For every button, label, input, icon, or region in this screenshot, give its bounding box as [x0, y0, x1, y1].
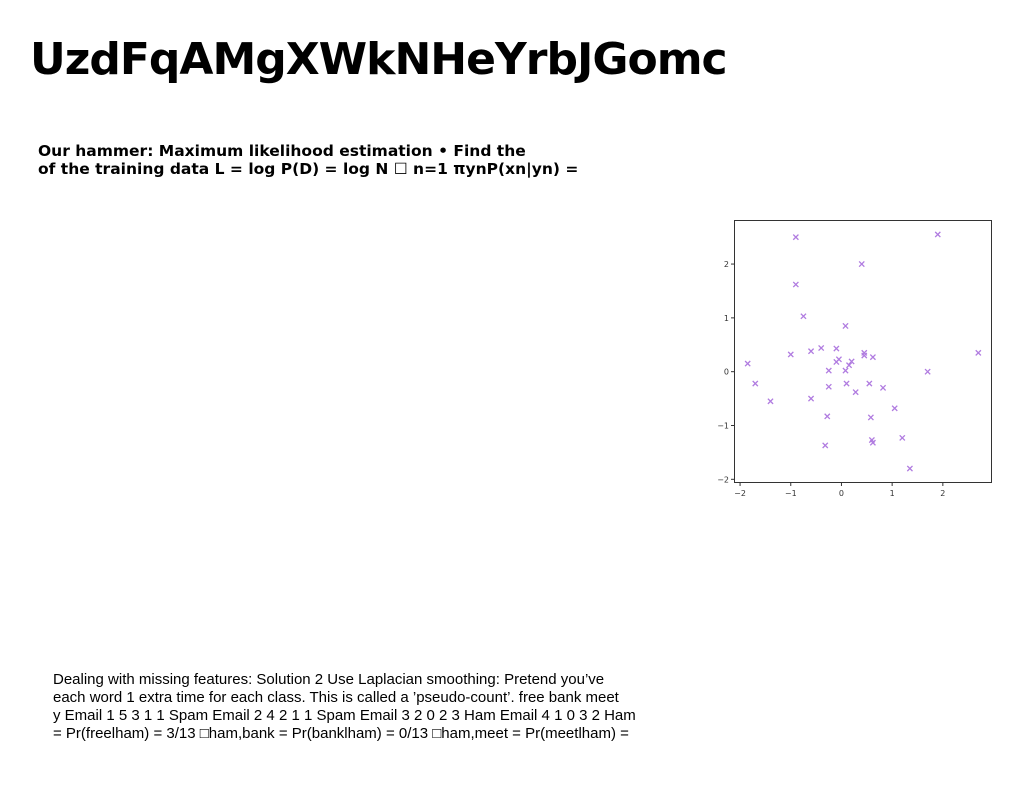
scatter-point — [861, 352, 868, 359]
scatter-plot-svg: −2 −1 0 1 2 −2 −1 0 1 2 — [717, 220, 992, 498]
scatter-point-stroke — [891, 405, 898, 412]
scatter-point — [807, 395, 815, 402]
scatter-point-stroke — [869, 439, 876, 446]
scatter-point — [858, 260, 865, 268]
scatter-point — [842, 367, 849, 374]
y-tick-label: −1 — [717, 421, 729, 430]
scatter-point — [906, 465, 913, 472]
scatter-point — [752, 380, 759, 387]
scatter-point — [899, 434, 906, 441]
bottom-paragraph-line-1: Dealing with missing features: Solution … — [53, 671, 605, 688]
scatter-point-stroke — [843, 380, 850, 387]
top-paragraph: Our hammer: Maximum likelihood estimatio… — [38, 142, 578, 178]
scatter-point — [792, 281, 799, 288]
scatter-point-stroke — [858, 260, 865, 268]
scatter-point — [807, 348, 815, 355]
scatter-point-stroke — [807, 395, 815, 402]
scatter-point-stroke — [792, 281, 799, 288]
scatter-point — [891, 405, 898, 412]
scatter-point-stroke — [869, 354, 876, 361]
x-tick-label: −2 — [734, 489, 746, 498]
scatter-point — [818, 344, 825, 352]
y-tick-label: −2 — [717, 475, 729, 484]
scatter-point — [934, 231, 941, 238]
y-tick-label: 2 — [724, 260, 729, 269]
bottom-paragraph-line-4: = Pr(freelham) = 3/13 □ham,bank = Pr(ban… — [53, 725, 629, 742]
scatter-point-stroke — [787, 351, 794, 358]
scatter-point — [822, 442, 829, 449]
scatter-point — [845, 362, 853, 369]
scatter-point — [867, 414, 874, 421]
bottom-paragraph: Dealing with missing features: Solution … — [53, 671, 636, 743]
scatter-point-stroke — [845, 362, 853, 369]
scatter-point-stroke — [861, 352, 868, 359]
x-tick-label: 0 — [839, 489, 844, 498]
scatter-point — [975, 349, 982, 356]
scatter-point-stroke — [807, 348, 815, 355]
top-paragraph-line-1: Our hammer: Maximum likelihood estimatio… — [38, 142, 526, 160]
scatter-point — [767, 398, 774, 405]
scatter-point-stroke — [852, 389, 859, 396]
scatter-point-stroke — [842, 367, 849, 374]
scatter-point — [833, 345, 840, 352]
scatter-point — [744, 360, 751, 367]
scatter-point — [842, 322, 849, 329]
scatter-point-stroke — [792, 234, 799, 241]
scatter-point — [848, 358, 855, 365]
x-tick-label: 2 — [940, 489, 945, 498]
scatter-point-stroke — [824, 413, 831, 420]
scatter-point-stroke — [906, 465, 913, 472]
scatter-point — [869, 354, 876, 361]
scatter-point — [825, 367, 832, 374]
scatter-point — [787, 351, 794, 358]
page-title: UzdFqAMgXWkNHeYrbJGomc — [30, 34, 728, 85]
scatter-point-stroke — [924, 368, 931, 375]
scatter-point-stroke — [744, 360, 751, 367]
scatter-point — [825, 383, 832, 390]
x-tick-label: 1 — [890, 489, 895, 498]
scatter-point-stroke — [833, 345, 840, 352]
scatter-point-stroke — [848, 358, 855, 365]
scatter-point — [833, 358, 840, 366]
bottom-paragraph-line-2: each word 1 extra time for each class. T… — [53, 689, 619, 706]
scatter-point-stroke — [822, 442, 829, 449]
scatter-point — [852, 389, 859, 396]
scatter-point-stroke — [975, 349, 982, 356]
scatter-point — [924, 368, 931, 375]
scatter-point-stroke — [899, 434, 906, 441]
scatter-point-stroke — [833, 358, 840, 366]
scatter-point-stroke — [825, 383, 832, 390]
scatter-point — [866, 380, 873, 387]
scatter-point-stroke — [879, 384, 887, 391]
scatter-point — [824, 413, 831, 420]
scatter-point — [800, 313, 807, 320]
y-tick-label: 0 — [724, 368, 729, 377]
scatter-point-stroke — [868, 436, 875, 444]
scatter-point — [869, 439, 876, 446]
scatter-point-stroke — [825, 367, 832, 374]
bottom-paragraph-line-3: y Email 1 5 3 1 1 Spam Email 2 4 2 1 1 S… — [53, 707, 636, 724]
scatter-point-stroke — [934, 231, 941, 238]
scatter-point — [792, 234, 799, 241]
scatter-point-stroke — [767, 398, 774, 405]
scatter-point-stroke — [818, 344, 825, 352]
scatter-point — [879, 384, 887, 391]
y-tick-label: 1 — [724, 314, 729, 323]
scatter-point-stroke — [752, 380, 759, 387]
scatter-point-stroke — [800, 313, 807, 320]
scatter-point-stroke — [842, 322, 849, 329]
scatter-chart: −2 −1 0 1 2 −2 −1 0 1 2 — [710, 212, 1000, 508]
scatter-point — [843, 380, 850, 387]
x-tick-label: −1 — [785, 489, 797, 498]
scatter-point-stroke — [866, 380, 873, 387]
top-paragraph-line-2: of the training data L = log P(D) = log … — [38, 160, 579, 178]
scatter-point-stroke — [867, 414, 874, 421]
